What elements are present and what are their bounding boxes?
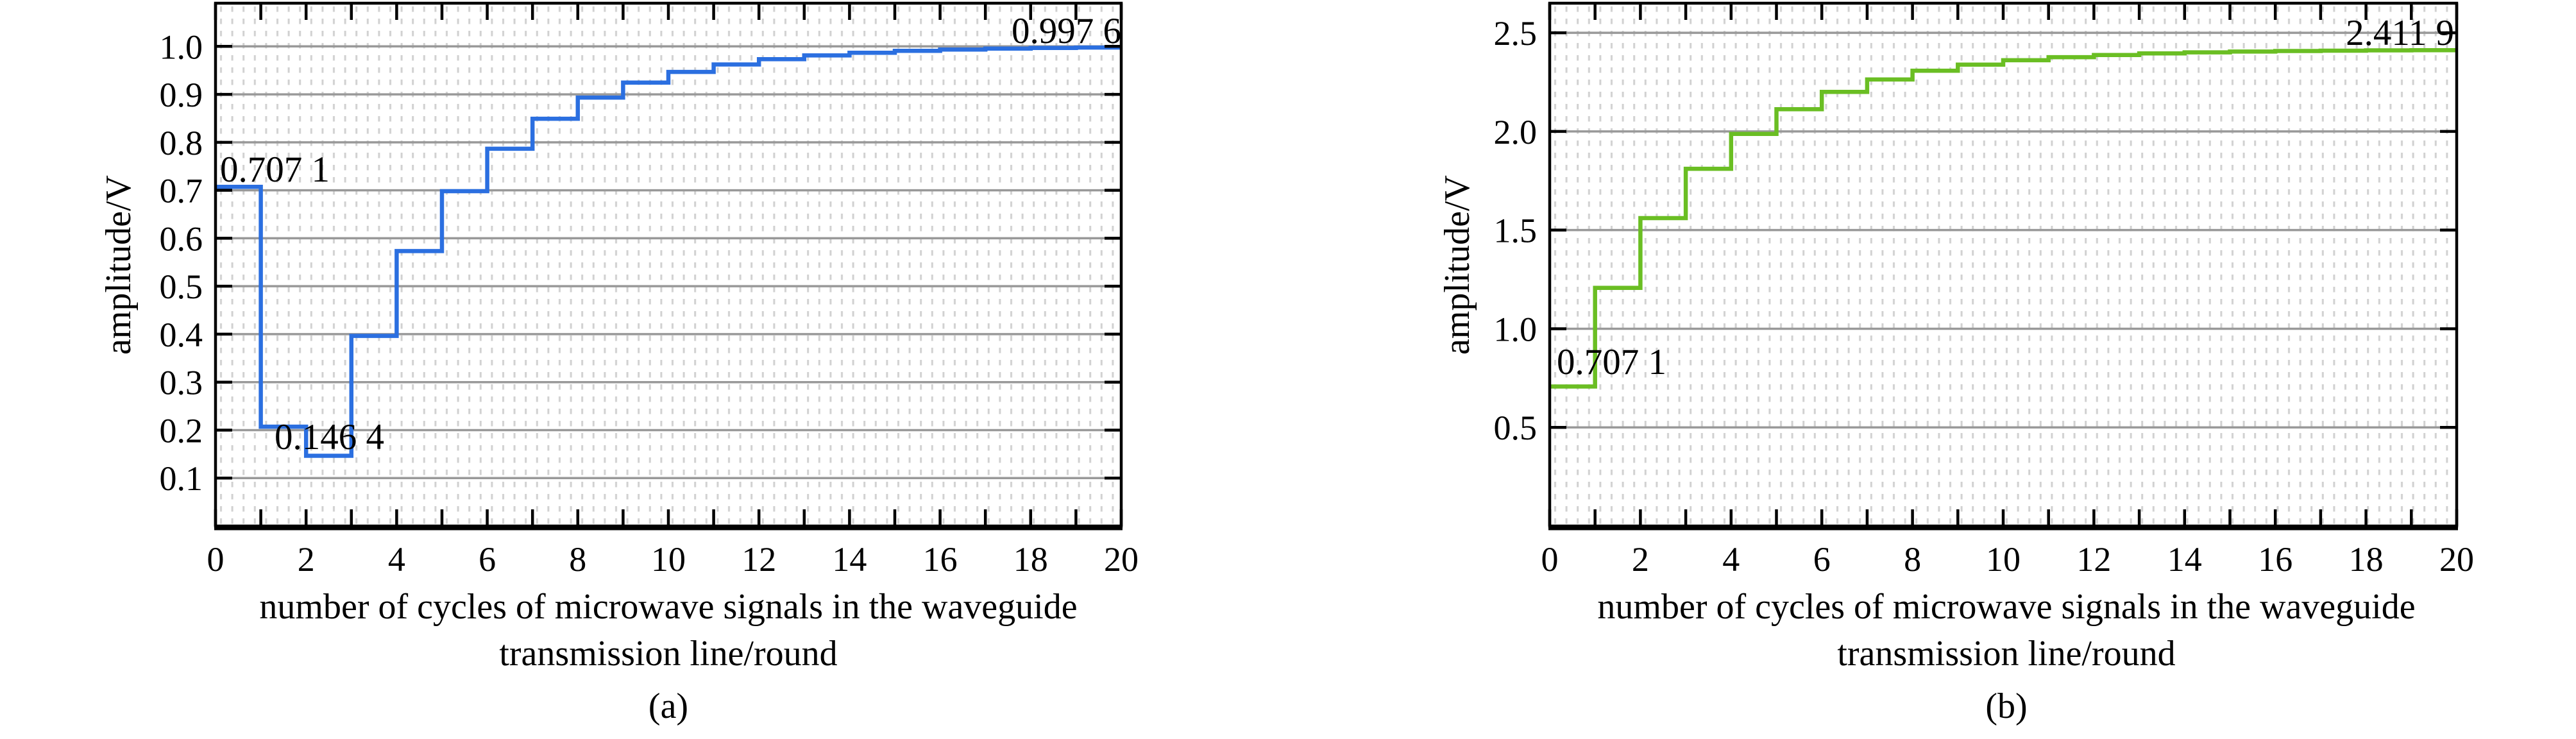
x-tick-label: 12 [2076,540,2111,579]
y-axis-title: amplitude/V [99,175,139,355]
y-tick-label: 0.5 [1494,409,1538,447]
annotation-end-value: 2.411 9 [2346,13,2454,53]
x-tick-label: 10 [651,540,686,579]
annotation-end-value: 0.997 6 [1012,11,1121,51]
annotation-min-value: 0.146 4 [275,417,384,457]
y-tick-label: 2.5 [1494,14,1538,53]
x-tick-label: 2 [1632,540,1649,579]
x-tick-label: 0 [207,540,225,579]
x-tick-label: 6 [479,540,496,579]
x-tick-label: 8 [569,540,586,579]
chart-a-plot-generated: 0 2 4 6 8 10 12 14 16 18 20 0.1 0.2 0.3 0.4 0.5 0.6 0.7 0.… [160,1,1139,579]
annotation-start-value: 0.707 1 [1557,342,1666,382]
x-tick-label: 6 [1813,540,1831,579]
y-tick-label: 1.0 [1494,310,1538,348]
x-tick-label: 18 [1013,540,1048,579]
x-axis-title-line1: number of cycles of microwave signals in… [1597,587,2415,627]
x-tick-label: 12 [741,540,776,579]
panel-label-b: (b) [1985,686,2027,726]
chart-a-svg: 0 2 4 6 8 10 12 14 16 18 20 0.1 0.2 0.3 0.4 0.5 0.6 0.7 0.… [99,1,1139,726]
x-axis-title-line2: transmission line/round [1837,634,2175,674]
minor-grid-mesh [216,3,1121,526]
chart-panel-b: 0 2 4 6 8 10 12 14 16 18 20 0.5 1.0 1.5 2.0 2.5 amplitu… [1288,0,2576,739]
y-tick-label: 0.4 [160,316,203,354]
chart-panel-a: 0 2 4 6 8 10 12 14 16 18 20 0.1 0.2 0.3 0.4 0.5 0.6 0.7 0.… [99,1,1139,726]
series-step-line [216,45,1121,458]
y-tick-label: 0.5 [160,268,203,306]
panel-label-a: (a) [648,686,688,726]
y-tick-label: 1.0 [160,28,203,66]
y-tick-label: 0.8 [160,124,203,162]
x-tick-label: 20 [1104,540,1139,579]
y-axis-title: amplitude/V [1437,175,1477,355]
y-tick-label: 0.3 [160,364,203,402]
minor-grid-mesh [1550,3,2457,526]
annotation-start-value: 0.707 1 [220,149,330,190]
x-tick-label: 2 [298,540,315,579]
y-tick-label: 0.2 [160,411,203,450]
x-tick-label: 18 [2349,540,2384,579]
y-tick-label: 0.7 [160,172,203,210]
x-axis-title-line1: number of cycles of microwave signals in… [259,587,1077,627]
x-tick-label: 16 [2258,540,2292,579]
y-tick-label: 1.5 [1494,212,1538,250]
x-axis-title-line2: transmission line/round [499,634,837,674]
series-step-line [1550,47,2457,389]
x-tick-label: 10 [1986,540,2021,579]
x-tick-label: 4 [1722,540,1740,579]
x-tick-label: 0 [1541,540,1559,579]
x-tick-label: 14 [832,540,867,579]
x-tick-label: 20 [2439,540,2474,579]
x-tick-label: 4 [388,540,405,579]
y-tick-label: 0.6 [160,219,203,258]
x-tick-label: 8 [1904,540,1921,579]
y-tick-label: 0.9 [160,76,203,114]
y-tick-label: 2.0 [1494,113,1538,151]
chart-b-svg: 0 2 4 6 8 10 12 14 16 18 20 0.5 1.0 1.5 2.0 2.5 amplitu… [1437,1,2474,726]
y-tick-label: 0.1 [160,459,203,498]
x-tick-label: 16 [923,540,958,579]
x-tick-label: 14 [2167,540,2202,579]
chart-b-plot-generated: 0 2 4 6 8 10 12 14 16 18 20 0.5 1.0 1.5 2.0 2.5 [1494,1,2474,579]
